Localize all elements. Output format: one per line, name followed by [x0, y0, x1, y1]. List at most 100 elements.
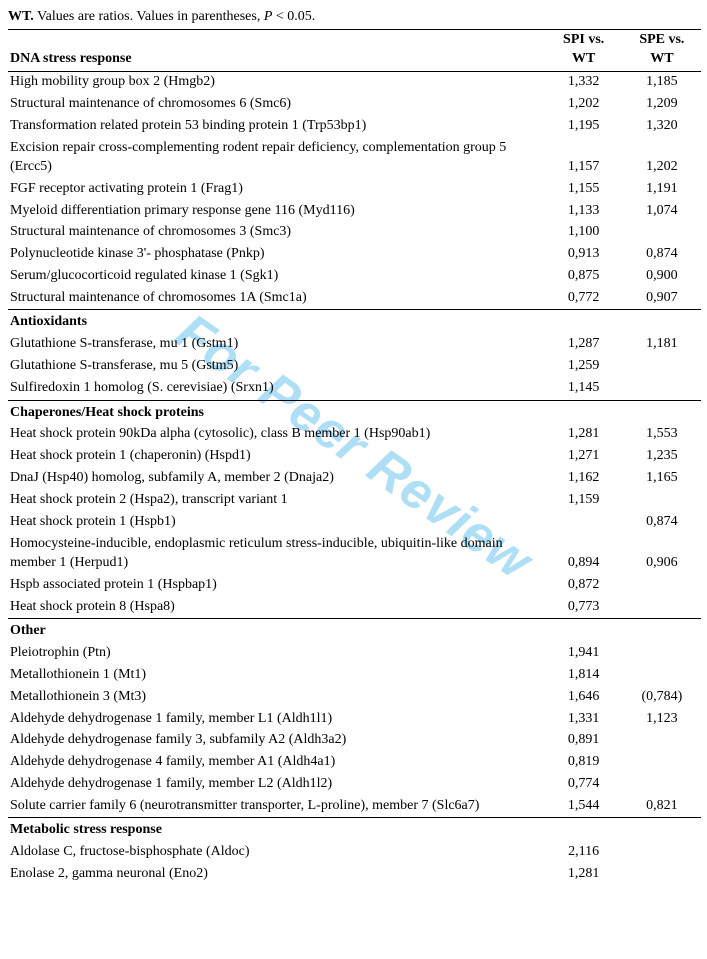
row-spe: 1,165 [623, 468, 701, 490]
row-spi: 0,774 [545, 774, 623, 796]
row-spe: 1,320 [623, 115, 701, 137]
table-row: Aldehyde dehydrogenase 4 family, member … [8, 752, 701, 774]
row-spi: 1,646 [545, 686, 623, 708]
row-spe [623, 574, 701, 596]
row-name: Enolase 2, gamma neuronal (Eno2) [8, 864, 545, 886]
table-row: Pleiotrophin (Ptn)1,941 [8, 642, 701, 664]
row-spe: 1,209 [623, 94, 701, 116]
row-name: Structural maintenance of chromosomes 6 … [8, 94, 545, 116]
row-spe: 0,900 [623, 266, 701, 288]
row-spe [623, 642, 701, 664]
row-spi: 0,891 [545, 730, 623, 752]
table-row: Structural maintenance of chromosomes 3 … [8, 222, 701, 244]
row-spi: 1,157 [545, 137, 623, 178]
row-name: Polynucleotide kinase 3'- phosphatase (P… [8, 244, 545, 266]
row-spi: 1,332 [545, 71, 623, 93]
header-col3-l2: WT [650, 51, 673, 66]
table-row: Hspb associated protein 1 (Hspbap1)0,872 [8, 574, 701, 596]
table-row: Structural maintenance of chromosomes 6 … [8, 94, 701, 116]
row-spe [623, 378, 701, 400]
row-spi: 1,159 [545, 490, 623, 512]
row-spi [545, 511, 623, 533]
row-name: Sulfiredoxin 1 homolog (S. cerevisiae) (… [8, 378, 545, 400]
row-spi: 1,145 [545, 378, 623, 400]
row-spe [623, 752, 701, 774]
row-spe [623, 774, 701, 796]
table-row: Aldehyde dehydrogenase 1 family, member … [8, 708, 701, 730]
table-row: Heat shock protein 90kDa alpha (cytosoli… [8, 424, 701, 446]
table-row: Structural maintenance of chromosomes 1A… [8, 288, 701, 310]
row-spe: 0,907 [623, 288, 701, 310]
row-name: Pleiotrophin (Ptn) [8, 642, 545, 664]
row-spe [623, 842, 701, 864]
row-spi: 0,773 [545, 596, 623, 618]
section-header: Other [8, 618, 701, 642]
caption-prefix: WT. [8, 9, 34, 24]
row-spi: 1,271 [545, 446, 623, 468]
row-spe: 1,123 [623, 708, 701, 730]
row-spi: 0,894 [545, 533, 623, 574]
data-table: DNA stress response SPI vs. WT SPE vs. W… [8, 29, 701, 886]
row-spi: 1,133 [545, 200, 623, 222]
table-row: Aldehyde dehydrogenase 1 family, member … [8, 774, 701, 796]
row-spe: 1,553 [623, 424, 701, 446]
row-name: Glutathione S-transferase, mu 1 (Gstm1) [8, 334, 545, 356]
row-name: Heat shock protein 1 (chaperonin) (Hspd1… [8, 446, 545, 468]
header-col1: DNA stress response [8, 29, 545, 71]
row-name: Myeloid differentiation primary response… [8, 200, 545, 222]
row-spe: 1,202 [623, 137, 701, 178]
section-header: Metabolic stress response [8, 818, 701, 842]
table-row: Metallothionein 3 (Mt3)1,646(0,784) [8, 686, 701, 708]
row-name: Excision repair cross-complementing rode… [8, 137, 545, 178]
row-spe: 0,906 [623, 533, 701, 574]
row-spi: 1,100 [545, 222, 623, 244]
section-header: Antioxidants [8, 310, 701, 334]
row-spe [623, 222, 701, 244]
row-name: Structural maintenance of chromosomes 1A… [8, 288, 545, 310]
row-spe: (0,784) [623, 686, 701, 708]
table-row: Glutathione S-transferase, mu 5 (Gstm5)1… [8, 356, 701, 378]
table-row: Metallothionein 1 (Mt1)1,814 [8, 664, 701, 686]
header-col2-l2: WT [572, 51, 595, 66]
table-row: Heat shock protein 8 (Hspa8)0,773 [8, 596, 701, 618]
row-spi: 0,872 [545, 574, 623, 596]
row-name: Homocysteine-inducible, endoplasmic reti… [8, 533, 545, 574]
row-name: Aldolase C, fructose-bisphosphate (Aldoc… [8, 842, 545, 864]
row-name: Heat shock protein 90kDa alpha (cytosoli… [8, 424, 545, 446]
row-spi: 1,202 [545, 94, 623, 116]
table-row: Homocysteine-inducible, endoplasmic reti… [8, 533, 701, 574]
table-row: Aldehyde dehydrogenase family 3, subfami… [8, 730, 701, 752]
table-row: Solute carrier family 6 (neurotransmitte… [8, 796, 701, 818]
caption-suffix: < 0.05. [272, 9, 315, 24]
table-row: Serum/glucocorticoid regulated kinase 1 … [8, 266, 701, 288]
row-spi: 1,195 [545, 115, 623, 137]
row-spe [623, 864, 701, 886]
row-name: Metallothionein 1 (Mt1) [8, 664, 545, 686]
table-row: Heat shock protein 1 (Hspb1)0,874 [8, 511, 701, 533]
table-body: High mobility group box 2 (Hmgb2)1,3321,… [8, 71, 701, 885]
row-spe [623, 730, 701, 752]
table-row: Enolase 2, gamma neuronal (Eno2)1,281 [8, 864, 701, 886]
table-row: Aldolase C, fructose-bisphosphate (Aldoc… [8, 842, 701, 864]
row-spi: 1,155 [545, 178, 623, 200]
row-spi: 0,772 [545, 288, 623, 310]
row-name: High mobility group box 2 (Hmgb2) [8, 71, 545, 93]
row-name: Aldehyde dehydrogenase family 3, subfami… [8, 730, 545, 752]
section-title: Other [8, 618, 701, 642]
section-title: Antioxidants [8, 310, 701, 334]
table-row: Polynucleotide kinase 3'- phosphatase (P… [8, 244, 701, 266]
table-row: DnaJ (Hsp40) homolog, subfamily A, membe… [8, 468, 701, 490]
row-name: Aldehyde dehydrogenase 4 family, member … [8, 752, 545, 774]
row-spe: 1,181 [623, 334, 701, 356]
table-row: Glutathione S-transferase, mu 1 (Gstm1) 1… [8, 334, 701, 356]
row-spe: 1,074 [623, 200, 701, 222]
row-spi: 1,941 [545, 642, 623, 664]
table-header-row: DNA stress response SPI vs. WT SPE vs. W… [8, 29, 701, 71]
row-spe [623, 596, 701, 618]
row-spi: 1,281 [545, 424, 623, 446]
section-header: Chaperones/Heat shock proteins [8, 400, 701, 424]
row-spe [623, 356, 701, 378]
row-name: DnaJ (Hsp40) homolog, subfamily A, membe… [8, 468, 545, 490]
row-spe: 1,191 [623, 178, 701, 200]
row-name: Heat shock protein 2 (Hspa2), transcript… [8, 490, 545, 512]
